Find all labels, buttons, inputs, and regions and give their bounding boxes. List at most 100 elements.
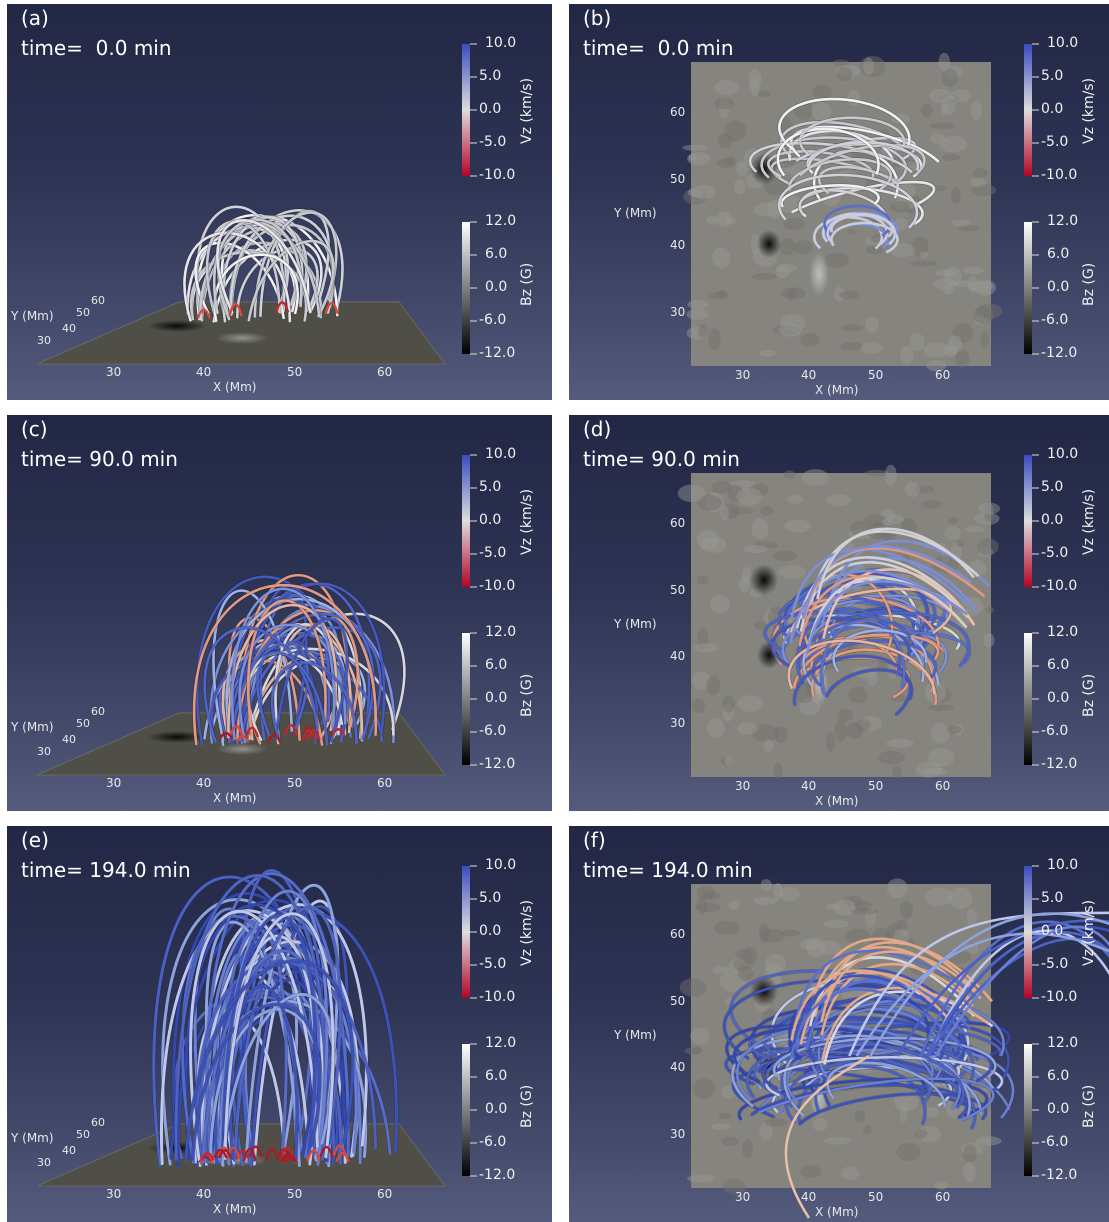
field-line — [227, 603, 338, 739]
field-line — [212, 238, 323, 323]
bz-tick-label: 6.0 — [1047, 246, 1070, 262]
vz-tick-label: -5.0 — [479, 134, 507, 150]
vz-tick-label: -10.0 — [1041, 578, 1078, 594]
bz-tick-label: 12.0 — [1047, 624, 1079, 640]
field-line — [807, 576, 968, 648]
field-line — [766, 1050, 931, 1105]
x-axis-label: X (Mm) — [815, 1205, 859, 1219]
y-axis-label: Y (Mm) — [614, 1028, 657, 1042]
bz-colorbar-title: Bz (G) — [519, 673, 535, 717]
footpoint-loop — [301, 728, 317, 741]
y-tick-label: 40 — [62, 733, 76, 746]
y-axis-label: Y (Mm) — [614, 617, 657, 631]
panel-f: 30 40 50 60 X (Mm) Y (Mm) 60 50 40 30 10.0 5.0 0.0 -5… — [569, 826, 1109, 1222]
field-line — [249, 905, 349, 1167]
y-tick-label: 60 — [670, 105, 686, 119]
footpoint-loop — [267, 733, 282, 744]
vz-tick-label: -10.0 — [479, 578, 516, 594]
positive-polarity-spot — [216, 743, 268, 755]
y-tick-label: 40 — [62, 322, 76, 335]
y-tick-label: 50 — [76, 1128, 90, 1141]
field-line — [822, 941, 994, 1012]
bz-colorbar-title: Bz (G) — [1081, 262, 1097, 306]
vz-colorbar-title: Vz (km/s) — [519, 488, 535, 555]
footpoint-loop — [306, 729, 321, 741]
vz-tick-label: 10.0 — [485, 446, 517, 462]
bz-tick-label: 0.0 — [1047, 690, 1070, 706]
field-line — [790, 969, 952, 1041]
x-tick-label: 60 — [377, 1187, 393, 1201]
field-line — [802, 623, 925, 686]
field-lines — [762, 527, 991, 717]
panel-plot — [36, 865, 477, 1187]
field-line — [230, 209, 344, 316]
y-tick-label: 60 — [670, 927, 686, 941]
field-line — [748, 1020, 1002, 1060]
footpoint-loop — [213, 1148, 228, 1159]
x-axis-label: X (Mm) — [213, 380, 257, 394]
y-tick-label: 30 — [670, 1127, 686, 1141]
bz-tick-label: 12.0 — [485, 1035, 517, 1051]
bz-tick-label: -12.0 — [479, 1167, 516, 1183]
field-line — [758, 1077, 995, 1122]
panel-label: (d) — [583, 417, 612, 441]
panel-e: 30 40 50 60 X (Mm) Y (Mm) 30 40 50 60 10.0 5.0 0.0 -5… — [7, 826, 552, 1222]
field-line — [222, 913, 317, 1160]
vz-tick-label: 5.0 — [479, 890, 502, 906]
bz-tick-label: 12.0 — [485, 624, 517, 640]
bz-tick-label: -6.0 — [479, 1134, 507, 1150]
field-line — [816, 527, 975, 600]
bz-tick-label: -6.0 — [479, 723, 507, 739]
negative-polarity-spot — [757, 230, 781, 258]
bz-tick-label: 0.0 — [1047, 279, 1070, 295]
field-line — [772, 1036, 997, 1078]
field-line — [750, 1083, 969, 1119]
x-tick-label: 60 — [935, 1190, 951, 1204]
panel-time: time= 194.0 min — [21, 858, 191, 882]
field-line — [793, 654, 912, 716]
bz-tick-label: 12.0 — [1047, 213, 1079, 229]
vz-colorbar-title: Vz (km/s) — [519, 77, 535, 144]
field-line — [798, 574, 968, 647]
field-line — [788, 158, 892, 191]
footpoint-loop — [228, 302, 243, 317]
field-line — [787, 639, 936, 695]
x-axis-label: X (Mm) — [213, 791, 257, 805]
footpoint-loop — [218, 731, 234, 740]
x-tick-label: 30 — [106, 1187, 122, 1201]
x-tick-label: 30 — [106, 365, 122, 379]
bz-colorbar-title: Bz (G) — [519, 262, 535, 306]
negative-polarity-spot — [147, 320, 207, 332]
y-tick-label: 30 — [37, 745, 51, 758]
bz-tick-label: -12.0 — [1041, 1167, 1078, 1183]
x-tick-label: 40 — [801, 779, 817, 793]
bz-tick-label: -12.0 — [479, 345, 516, 361]
vz-tick-label: 5.0 — [1041, 68, 1064, 84]
vz-tick-label: -5.0 — [479, 545, 507, 561]
vz-tick-label: 0.0 — [1041, 512, 1064, 528]
field-line — [247, 239, 335, 322]
y-tick-label: 50 — [76, 717, 90, 730]
field-line — [794, 949, 975, 1023]
bz-colorbar — [1024, 222, 1032, 354]
vz-colorbar — [1024, 455, 1032, 587]
vz-tick-label: 0.0 — [479, 512, 502, 528]
vz-tick-label: -10.0 — [479, 989, 516, 1005]
field-line — [802, 545, 972, 619]
field-line — [212, 589, 294, 742]
field-line — [247, 599, 327, 737]
y-tick-label: 40 — [62, 1144, 76, 1157]
field-line — [778, 97, 911, 151]
field-line — [820, 619, 906, 696]
vz-tick-label: 0.0 — [1041, 923, 1064, 939]
magnetogram-image — [691, 62, 991, 366]
y-tick-label: 60 — [91, 294, 105, 307]
footpoint-loop — [217, 1149, 233, 1159]
y-tick-label: 50 — [670, 172, 686, 186]
panel-plot — [36, 43, 477, 365]
bz-tick-label: 6.0 — [485, 246, 508, 262]
field-line — [203, 626, 319, 743]
negative-polarity-spot — [147, 731, 207, 743]
field-line — [820, 950, 982, 1023]
panel-label: (c) — [21, 417, 48, 441]
